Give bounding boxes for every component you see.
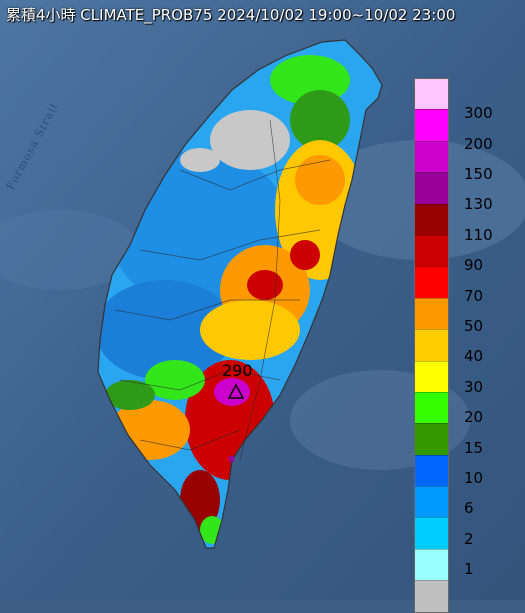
legend-swatch <box>415 329 448 361</box>
legend-swatch <box>415 360 448 392</box>
legend-label: 2 <box>464 529 474 548</box>
legend-label: 150 <box>464 165 493 183</box>
legend-swatch <box>415 266 448 298</box>
legend-label: 1 <box>464 560 474 579</box>
map-title: 累積4小時 CLIMATE_PROB75 2024/10/02 19:00~10… <box>6 6 456 24</box>
legend-swatch <box>415 486 448 518</box>
county-boundaries <box>114 119 331 461</box>
legend-label: 6 <box>464 499 474 518</box>
legend-swatch <box>415 423 448 455</box>
legend-swatch <box>415 172 448 204</box>
legend-swatch <box>415 517 448 549</box>
legend-label: 20 <box>464 408 484 427</box>
legend-label: 110 <box>464 225 493 244</box>
legend-label: 50 <box>464 317 484 335</box>
legend-swatch <box>415 548 448 581</box>
legend-swatch <box>415 297 448 330</box>
legend-swatch <box>415 391 448 424</box>
legend-swatch <box>415 234 448 267</box>
legend-label: 90 <box>464 256 484 275</box>
legend-label: 15 <box>464 438 484 457</box>
legend-swatch <box>415 580 448 612</box>
legend-swatch <box>415 203 448 235</box>
legend-color-bar <box>414 78 449 613</box>
legend-label: 40 <box>464 347 484 366</box>
legend-label: 10 <box>464 469 484 487</box>
legend-swatch <box>415 109 448 141</box>
legend-label: 70 <box>464 286 484 305</box>
peak-marker <box>227 383 245 399</box>
legend-swatch <box>415 140 448 173</box>
legend-label: 30 <box>464 377 484 396</box>
legend-label: 200 <box>464 134 493 153</box>
legend-label: 300 <box>464 104 493 123</box>
legend-swatch <box>415 454 448 487</box>
peak-value-label: 290 <box>222 361 253 380</box>
legend-swatch <box>415 79 448 110</box>
legend-label: 130 <box>464 195 493 214</box>
